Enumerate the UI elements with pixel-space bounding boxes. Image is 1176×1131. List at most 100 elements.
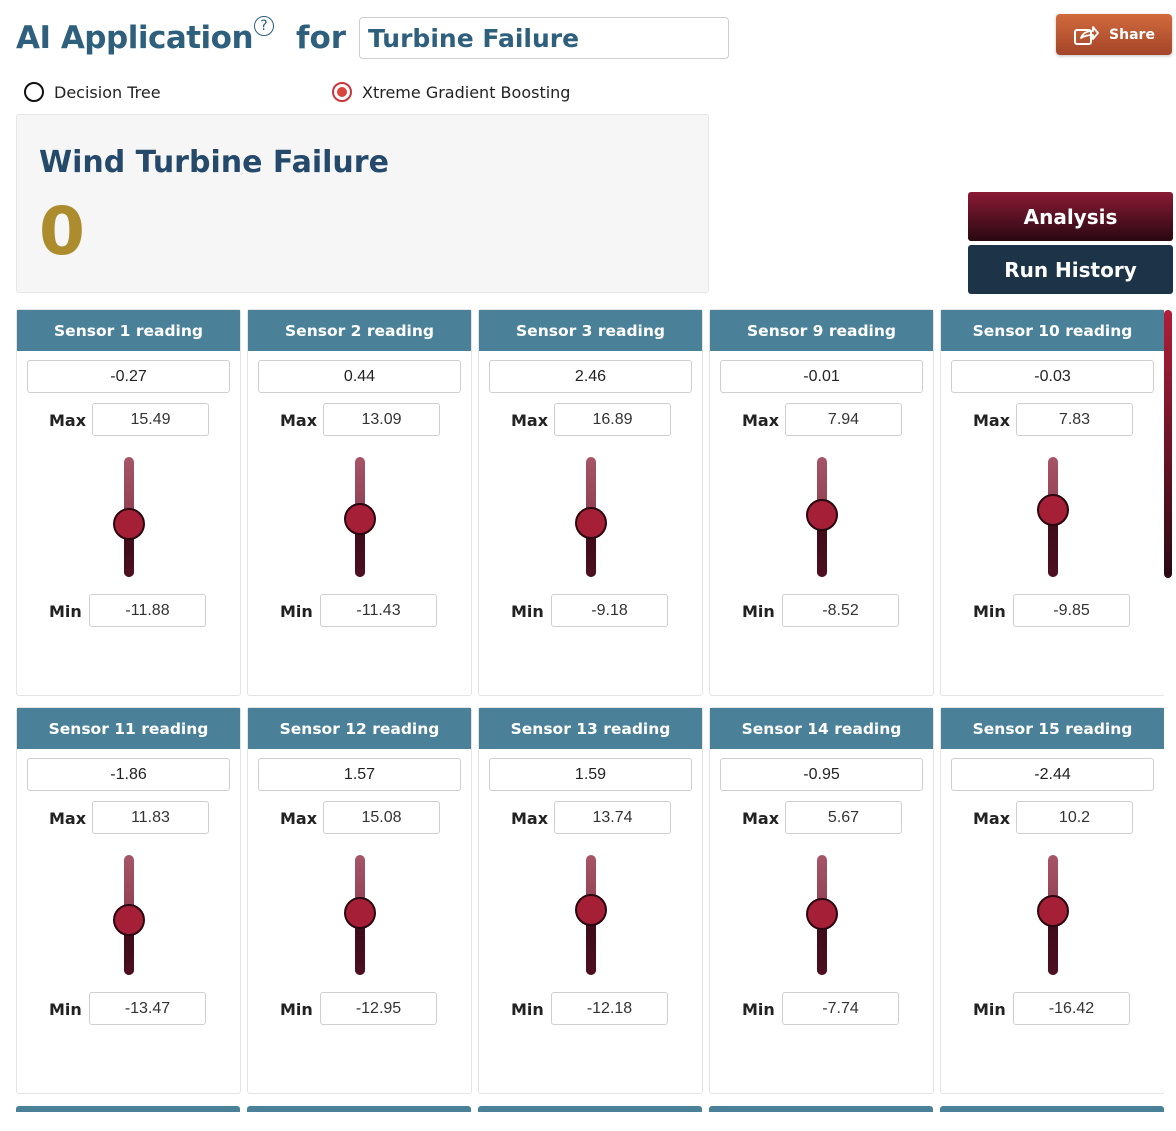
sensor-card-title: Sensor 3 reading (479, 310, 702, 351)
max-input[interactable]: 10.2 (1016, 801, 1133, 834)
max-input[interactable]: 11.83 (92, 801, 209, 834)
max-label: Max (49, 809, 87, 828)
sensor-card: Sensor 14 reading -0.95 Max 5.67 Min -7.74 (709, 707, 934, 1094)
sensor-value-input[interactable]: -0.27 (27, 360, 230, 393)
model-option-xgboost[interactable]: Xtreme Gradient Boosting (332, 80, 570, 104)
max-input[interactable]: 7.94 (785, 403, 902, 436)
max-input[interactable]: 13.09 (323, 403, 440, 436)
min-input[interactable]: -7.74 (782, 992, 899, 1025)
sensor-slider-thumb[interactable] (1037, 895, 1069, 927)
max-input[interactable]: 5.67 (785, 801, 902, 834)
max-label: Max (511, 809, 549, 828)
sensor-slider-thumb[interactable] (344, 897, 376, 929)
sensor-value-input[interactable]: -2.44 (951, 758, 1154, 791)
max-input[interactable]: 7.83 (1016, 403, 1133, 436)
model-option-decision-tree[interactable]: Decision Tree (24, 80, 161, 104)
sensor-slider-fill (124, 920, 134, 975)
sensor-card-title: Sensor 9 reading (710, 310, 933, 351)
sensor-value-input[interactable]: -0.95 (720, 758, 923, 791)
run-history-button[interactable]: Run History (968, 245, 1173, 294)
sensor-slider-thumb[interactable] (575, 507, 607, 539)
sensor-card-title: Sensor 2 reading (248, 310, 471, 351)
min-input[interactable]: -8.52 (782, 594, 899, 627)
max-label: Max (742, 809, 780, 828)
app-header: AI Application ? for (16, 14, 346, 62)
sensor-value-input[interactable]: 1.59 (489, 758, 692, 791)
sensor-card: Sensor 1 reading -0.27 Max 15.49 Min -11.88 (16, 309, 241, 696)
sensor-slider-thumb[interactable] (806, 499, 838, 531)
sensor-value-input[interactable]: -1.86 (27, 758, 230, 791)
sensor-slider-fill (1048, 911, 1058, 975)
sensor-card-header-partial (709, 1106, 933, 1112)
sensor-slider-thumb[interactable] (806, 898, 838, 930)
sensor-card-header-partial (478, 1106, 702, 1112)
sensor-slider-thumb[interactable] (1037, 494, 1069, 526)
sensor-slider-fill (355, 519, 365, 577)
sensor-card-title: Sensor 13 reading (479, 708, 702, 749)
sensor-value-input[interactable]: -0.03 (951, 360, 1154, 393)
share-button[interactable]: Share (1056, 14, 1172, 55)
max-input[interactable]: 13.74 (554, 801, 671, 834)
max-label: Max (973, 809, 1011, 828)
sensor-card-header-partial (16, 1106, 240, 1112)
app-title: AI Application (16, 20, 254, 56)
min-input[interactable]: -9.85 (1013, 594, 1130, 627)
sensor-card: Sensor 15 reading -2.44 Max 10.2 Min -16.42 (940, 707, 1165, 1094)
scrollbar-track[interactable] (1164, 308, 1174, 1108)
sensor-value-input[interactable]: 2.46 (489, 360, 692, 393)
use-case-input[interactable]: Turbine Failure (359, 17, 729, 59)
min-label: Min (973, 1000, 1006, 1019)
sensor-card: Sensor 12 reading 1.57 Max 15.08 Min -12.95 (247, 707, 472, 1094)
radio-button-selected[interactable] (332, 82, 352, 102)
sensor-slider-thumb[interactable] (113, 904, 145, 936)
max-label: Max (280, 809, 318, 828)
sensor-slider-fill (124, 524, 134, 577)
min-input[interactable]: -9.18 (551, 594, 668, 627)
min-input[interactable]: -12.18 (551, 992, 668, 1025)
min-label: Min (511, 1000, 544, 1019)
max-input[interactable]: 15.08 (323, 801, 440, 834)
sensor-slider-fill (586, 523, 596, 577)
sensor-card-header-partial (247, 1106, 471, 1112)
help-icon[interactable]: ? (254, 16, 274, 36)
max-label: Max (973, 411, 1011, 430)
analysis-button[interactable]: Analysis (968, 192, 1173, 241)
model-option-label: Decision Tree (54, 82, 161, 102)
share-label: Share (1109, 26, 1155, 43)
scrollbar-thumb[interactable] (1164, 310, 1172, 578)
sensor-value-input[interactable]: 0.44 (258, 360, 461, 393)
sensor-card-title: Sensor 1 reading (17, 310, 240, 351)
sensor-slider-thumb[interactable] (575, 894, 607, 926)
sensor-card: Sensor 2 reading 0.44 Max 13.09 Min -11.43 (247, 309, 472, 696)
sensor-slider-fill (586, 910, 596, 975)
sensor-slider-fill (817, 914, 827, 975)
min-input[interactable]: -11.43 (320, 594, 437, 627)
min-label: Min (511, 602, 544, 621)
min-label: Min (49, 1000, 82, 1019)
min-label: Min (280, 1000, 313, 1019)
sensor-card-title: Sensor 12 reading (248, 708, 471, 749)
max-input[interactable]: 16.89 (554, 403, 671, 436)
sensor-card: Sensor 11 reading -1.86 Max 11.83 Min -13.47 (16, 707, 241, 1094)
min-input[interactable]: -13.47 (89, 992, 206, 1025)
max-input[interactable]: 15.49 (92, 403, 209, 436)
sensor-slider-thumb[interactable] (113, 508, 145, 540)
sensor-card: Sensor 10 reading -0.03 Max 7.83 Min -9.85 (940, 309, 1165, 696)
share-icon (1074, 25, 1099, 45)
min-label: Min (49, 602, 82, 621)
sensor-slider-thumb[interactable] (344, 503, 376, 535)
sensor-value-input[interactable]: -0.01 (720, 360, 923, 393)
sensor-value-input[interactable]: 1.57 (258, 758, 461, 791)
min-input[interactable]: -12.95 (320, 992, 437, 1025)
sensor-card-title: Sensor 11 reading (17, 708, 240, 749)
prediction-value: 0 (39, 193, 85, 270)
sensor-slider-fill (1048, 510, 1058, 577)
min-input[interactable]: -11.88 (89, 594, 206, 627)
radio-button[interactable] (24, 82, 44, 102)
sensor-slider-fill (355, 913, 365, 975)
sensor-card: Sensor 13 reading 1.59 Max 13.74 Min -12.18 (478, 707, 703, 1094)
prediction-title: Wind Turbine Failure (39, 145, 389, 180)
min-label: Min (742, 1000, 775, 1019)
for-label: for (296, 20, 347, 56)
min-input[interactable]: -16.42 (1013, 992, 1130, 1025)
